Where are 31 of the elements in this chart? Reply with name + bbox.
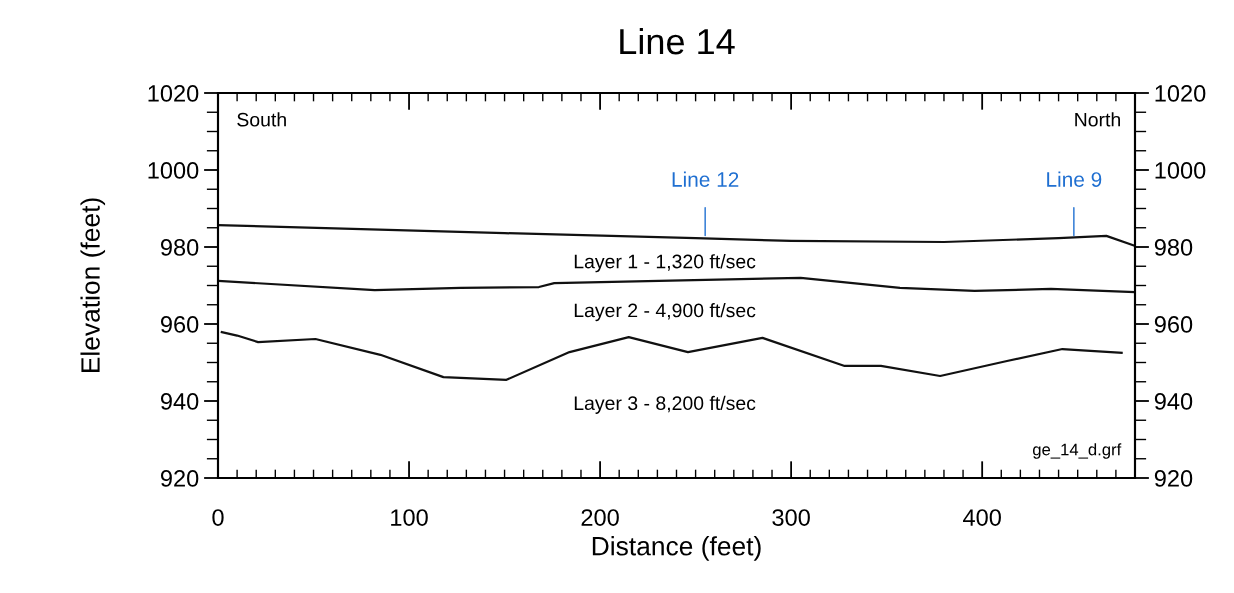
x-tick-label: 0 xyxy=(212,509,224,526)
x-axis-title: Distance (feet) xyxy=(592,536,761,561)
annotation: North xyxy=(1075,112,1120,127)
y2-tick-label: 920 xyxy=(1154,470,1193,487)
x-tick-label: 300 xyxy=(772,509,810,526)
annotation: Layer 2 - 4,900 ft/sec xyxy=(574,303,756,322)
x-tick-label: 400 xyxy=(963,509,1001,526)
y-tick-label: 940 xyxy=(160,393,199,410)
annotation: Line 12 xyxy=(672,171,739,187)
line-series xyxy=(218,276,1135,294)
annotation: ge_14_d.grf xyxy=(1032,443,1122,459)
line-series xyxy=(220,330,1123,381)
x-tick-label: 100 xyxy=(391,509,428,526)
y-tick-label: 1020 xyxy=(148,85,199,102)
x-tick-label: 200 xyxy=(581,509,619,526)
annotation: Line 9 xyxy=(1047,171,1102,187)
annotation: South xyxy=(237,112,286,127)
y-tick-label: 920 xyxy=(160,470,199,487)
y2-tick-label: 1020 xyxy=(1155,85,1206,102)
y2-tick-label: 940 xyxy=(1154,393,1193,410)
y-tick-label: 980 xyxy=(160,239,199,256)
y2-tick-label: 960 xyxy=(1154,316,1193,333)
y2-tick-label: 1000 xyxy=(1155,162,1206,179)
annotation: Layer 3 - 8,200 ft/sec xyxy=(574,395,756,414)
annotation: Layer 1 - 1,320 ft/sec xyxy=(574,254,756,273)
y-tick-label: 1000 xyxy=(148,162,199,179)
line-series xyxy=(218,223,1135,247)
y-tick-label: 960 xyxy=(160,316,199,333)
y2-tick-label: 980 xyxy=(1154,239,1193,256)
chart-title: Line 14 xyxy=(620,27,735,55)
y-axis-title: Elevation (feet) xyxy=(80,198,106,373)
